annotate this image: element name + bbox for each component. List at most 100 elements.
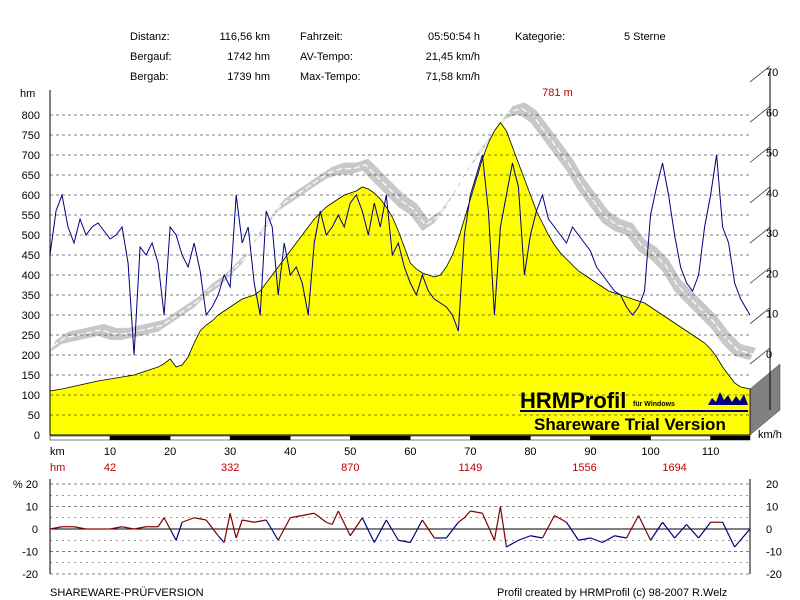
y-tick-label: 50 bbox=[28, 410, 40, 422]
gradient-segment bbox=[506, 539, 519, 548]
x-scale-segment bbox=[590, 435, 651, 441]
hm-mark: 42 bbox=[104, 462, 116, 474]
gradient-tick-label: 10 bbox=[26, 502, 38, 514]
stat-value-ride-time: 05:50:54 h bbox=[428, 31, 480, 43]
gradient-segment bbox=[361, 517, 375, 543]
altitude-area-layer bbox=[49, 121, 751, 436]
x-tick-label: 10 bbox=[104, 446, 116, 458]
speed-tick-connector-60 bbox=[749, 106, 771, 123]
gradient-segment bbox=[398, 539, 411, 544]
x-scale-segment bbox=[410, 435, 471, 441]
speed-tick-label: 50 bbox=[766, 148, 778, 160]
hm-mark: 1556 bbox=[572, 462, 596, 474]
gradient-segment bbox=[578, 537, 591, 541]
gradient-segment bbox=[290, 514, 303, 519]
gradient-segment bbox=[313, 512, 327, 523]
gradient-segment bbox=[674, 524, 688, 539]
stat-label-avg-speed: AV-Tempo: bbox=[300, 51, 353, 63]
x-scale-segment bbox=[229, 435, 291, 441]
y-tick-label: 150 bbox=[22, 370, 40, 382]
gradient-tick-label: % 20 bbox=[13, 479, 38, 491]
gradient-tick-label: 0 bbox=[32, 524, 38, 536]
stat-label-category: Kategorie: bbox=[515, 31, 566, 43]
x-tick-label: 20 bbox=[164, 446, 176, 458]
stat-value-climb: 1742 hm bbox=[227, 51, 270, 63]
gradient-segment bbox=[157, 517, 165, 528]
speed-axis-unit: km/h bbox=[758, 429, 782, 441]
gradient-segment bbox=[650, 521, 664, 541]
gradient-segment bbox=[265, 519, 279, 541]
x-scale-segment bbox=[109, 435, 171, 441]
hm-mark: 870 bbox=[341, 462, 359, 474]
y-tick-label: 550 bbox=[22, 210, 40, 222]
gradient-segment bbox=[169, 528, 177, 541]
speed-tick-label: 60 bbox=[766, 107, 778, 119]
gradient-segment bbox=[242, 519, 255, 523]
x-scale-segment bbox=[650, 435, 711, 441]
y-tick-label: 750 bbox=[22, 130, 40, 142]
stat-value-category: 5 Sterne bbox=[624, 31, 666, 43]
x-scale-segment bbox=[530, 435, 591, 441]
x-scale-segment bbox=[169, 435, 231, 441]
gradient-segment bbox=[223, 513, 231, 543]
y-tick-label: 250 bbox=[22, 330, 40, 342]
x-scale-segment bbox=[470, 435, 531, 441]
main-axes-layer: hm05010015020025030035040045050055060065… bbox=[20, 67, 782, 458]
gradient-segment bbox=[337, 510, 351, 537]
branding-layer: HRMProfil für Windows Shareware Trial Ve… bbox=[520, 388, 748, 434]
logo-subtext: für Windows bbox=[633, 401, 675, 408]
gradient-segment bbox=[109, 526, 123, 530]
gradient-segment bbox=[254, 519, 267, 523]
depth-backdrop bbox=[750, 90, 780, 435]
gradient-segment bbox=[518, 535, 531, 541]
main-grid-layer bbox=[50, 65, 771, 416]
gradient-segment bbox=[121, 526, 135, 530]
gradient-segment bbox=[530, 535, 543, 539]
stat-label-max-speed: Max-Tempo: bbox=[300, 71, 361, 83]
x-tick-label: 40 bbox=[284, 446, 296, 458]
x-scale-segment bbox=[289, 435, 351, 441]
x-tick-label: 50 bbox=[344, 446, 356, 458]
gradient-segment bbox=[277, 517, 291, 541]
gradient-tick-label: -20 bbox=[22, 569, 38, 581]
gradient-segment bbox=[421, 519, 435, 539]
speed-tick-connector-50 bbox=[749, 146, 771, 163]
speed-tick-connector-30 bbox=[749, 226, 771, 244]
gradient-tick-label-right: -20 bbox=[766, 569, 782, 581]
gradient-segment bbox=[331, 510, 339, 525]
speed-tick-connector-10 bbox=[749, 307, 771, 324]
speed-tick-label: 20 bbox=[766, 268, 778, 280]
y-tick-label: 800 bbox=[22, 110, 40, 122]
gradient-segment bbox=[349, 517, 363, 537]
speed-tick-label: 10 bbox=[766, 309, 778, 321]
stat-value-descent: 1739 hm bbox=[227, 71, 270, 83]
gradient-segment bbox=[73, 526, 87, 530]
gradient-segment bbox=[499, 506, 508, 548]
x-scale-segment bbox=[710, 435, 751, 441]
logo-text: HRMProfil bbox=[520, 388, 626, 413]
hm-row-label: hm bbox=[50, 462, 65, 474]
heart-rate-line bbox=[49, 154, 751, 356]
x-tick-label: 60 bbox=[404, 446, 416, 458]
gradient-segment bbox=[181, 517, 195, 523]
hm-mark: 1694 bbox=[662, 462, 686, 474]
altitude-area bbox=[49, 121, 751, 436]
speed-band bbox=[50, 102, 756, 360]
gradient-segment bbox=[458, 517, 465, 523]
gradient-segment bbox=[326, 521, 333, 526]
x-scale-segment bbox=[350, 435, 411, 441]
gradient-segment bbox=[194, 517, 207, 521]
stat-value-max-speed: 71,58 km/h bbox=[425, 71, 480, 83]
gradient-segment bbox=[409, 519, 423, 543]
gradient-segment bbox=[205, 519, 219, 537]
x-tick-label: 110 bbox=[702, 446, 720, 458]
gradient-segment bbox=[625, 515, 640, 539]
footer-shareware-note: SHAREWARE-PRÜFVERSION bbox=[50, 587, 204, 599]
gradient-chart-layer: -20 -20 -10 -10 0 0 10 10 % 20 20 bbox=[13, 479, 782, 581]
gradient-segment bbox=[133, 526, 147, 530]
speed-tick-connector-40 bbox=[749, 186, 771, 204]
gradient-segment bbox=[235, 519, 243, 539]
gradient-segment bbox=[481, 513, 495, 541]
x-tick-label: 90 bbox=[584, 446, 596, 458]
x-tick-label: 70 bbox=[464, 446, 476, 458]
